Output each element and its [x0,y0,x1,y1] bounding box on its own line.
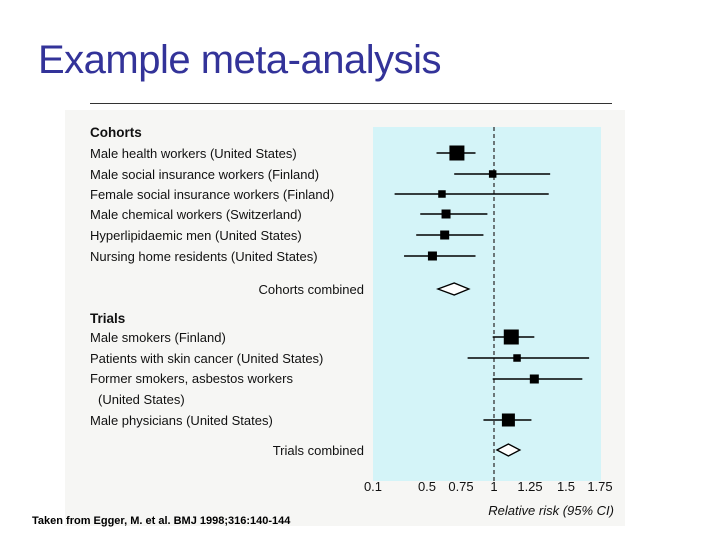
group-header: Trials [90,311,125,326]
combined-label: Trials combined [273,443,364,458]
pooled-estimate-diamond [495,443,522,457]
point-estimate-square [438,190,446,198]
point-estimate-square [427,251,437,261]
group-header: Cohorts [90,125,142,140]
x-axis-label: Relative risk (95% CI) [488,503,614,518]
study-label: Male chemical workers (Switzerland) [90,207,302,222]
pooled-estimate-diamond [435,282,471,296]
point-estimate-square [529,374,539,384]
x-tick-label: 1.75 [587,479,612,494]
point-estimate-square [501,413,515,427]
study-label: Male social insurance workers (Finland) [90,167,319,182]
plot-background [373,127,601,481]
study-label: Former smokers, asbestos workers [90,371,293,386]
point-estimate-square [513,354,521,362]
point-estimate-square [441,209,451,219]
title-divider [90,103,612,104]
point-estimate-square [488,170,497,178]
page-title: Example meta-analysis [38,38,442,82]
forest-plot-figure: Cohorts Male health workers (United State… [65,110,625,526]
forest-plot: Cohorts Male health workers (United State… [90,125,614,518]
study-label: Male physicians (United States) [90,413,273,428]
x-tick-label: 1.25 [517,479,542,494]
x-tick-label: 0.1 [364,479,382,494]
study-label: Patients with skin cancer (United States… [90,351,323,366]
study-label: Hyperlipidaemic men (United States) [90,228,302,243]
x-tick-label: 0.75 [448,479,473,494]
study-label-continued: (United States) [98,392,185,407]
point-estimate-square [440,230,450,240]
study-label: Female social insurance workers (Finland… [90,187,334,202]
combined-label: Cohorts combined [259,282,365,297]
x-tick-label: 0.5 [418,479,436,494]
x-tick-label: 1 [490,479,497,494]
study-label: Male smokers (Finland) [90,330,226,345]
study-label: Nursing home residents (United States) [90,249,318,264]
point-estimate-square [503,329,519,345]
study-label: Male health workers (United States) [90,146,297,161]
source-caption: Taken from Egger, M. et al. BMJ 1998;316… [32,515,291,527]
x-tick-label: 1.5 [557,479,575,494]
point-estimate-square [449,145,465,161]
